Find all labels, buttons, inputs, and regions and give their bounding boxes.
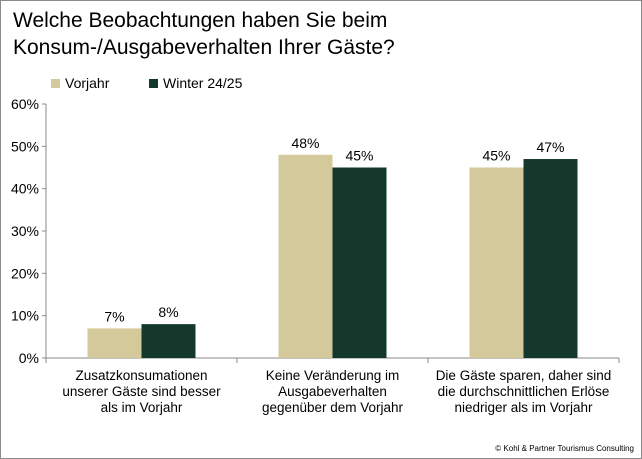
x-category-label: Keine Veränderung im Ausgabeverhalten gege… — [262, 368, 404, 415]
bar-series — [87, 154, 578, 358]
y-tick-label: 30% — [11, 223, 39, 239]
y-tick-label: 40% — [11, 181, 39, 197]
x-category-label: Zusatzkonsumationen unserer Gäste sind be… — [62, 368, 221, 415]
chart-title-line: Konsum-/Ausgabeverhalten Ihrer Gäste? — [13, 36, 395, 59]
bar-data-label: 45% — [482, 148, 510, 164]
bar — [141, 324, 196, 358]
bar — [469, 167, 524, 358]
y-tick-label: 60% — [11, 96, 39, 112]
legend-label: Winter 24/25 — [163, 75, 243, 91]
y-tick-label: 10% — [11, 308, 39, 324]
bar — [278, 154, 333, 358]
bar-data-label: 48% — [291, 135, 319, 151]
y-tick-label: 50% — [11, 138, 39, 154]
bar — [332, 167, 387, 358]
chart-title-line: Welche Beobachtungen haben Sie beim — [13, 9, 387, 32]
bar-data-label: 45% — [345, 148, 373, 164]
legend-swatch — [51, 79, 60, 88]
x-category-label: Die Gäste sparen, daher sind die durchsch… — [436, 368, 612, 415]
legend-label: Vorjahr — [65, 75, 110, 91]
chart-legend: Vorjahr Winter 24/25 — [51, 75, 243, 91]
x-axis: Zusatzkonsumationen unserer Gäste sind be… — [45, 357, 620, 415]
y-tick-label: 20% — [11, 265, 39, 281]
bar — [523, 159, 578, 358]
legend-swatch — [149, 79, 158, 88]
bar-data-label: 7% — [104, 308, 124, 324]
copyright-note: © Kohl & Partner Tourismus Consulting — [495, 444, 634, 453]
y-axis: 0% 10% 20% 30% 40% 50% 60% — [11, 96, 47, 366]
data-labels: 7% 8% 48% 45% 45% 47% — [104, 135, 564, 325]
bar-data-label: 47% — [536, 139, 564, 155]
y-tick-label: 0% — [19, 350, 39, 366]
chart-title: Welche Beobachtungen haben Sie beim Konsu… — [13, 9, 395, 59]
bar-data-label: 8% — [158, 304, 178, 320]
bar — [87, 328, 142, 358]
